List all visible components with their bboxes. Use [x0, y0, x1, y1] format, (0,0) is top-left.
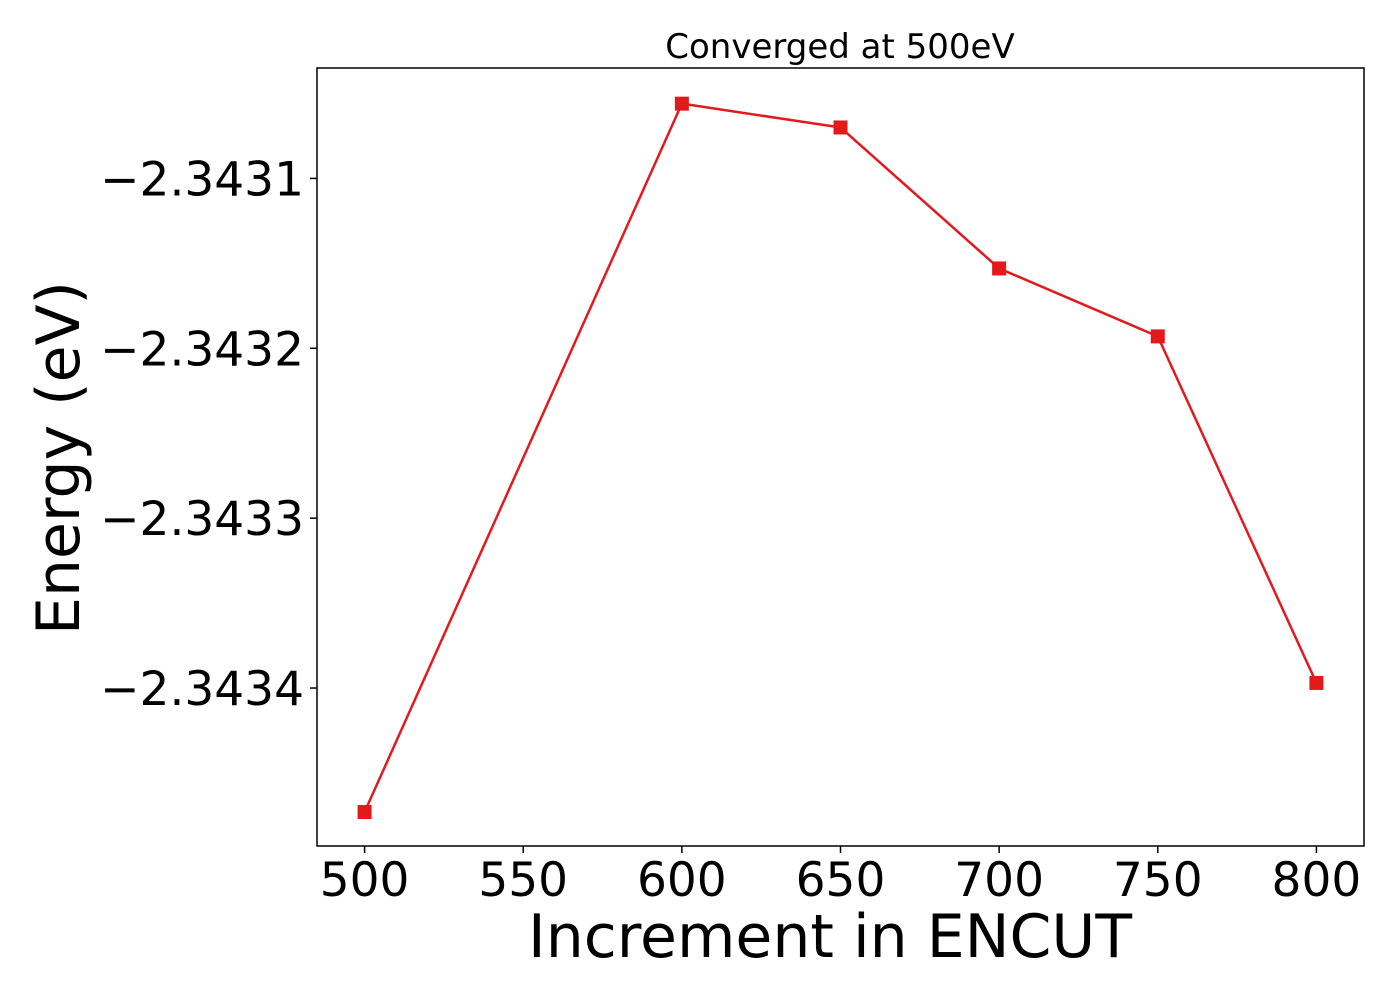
x-tick-label: 650: [796, 853, 886, 908]
x-axis-label: Increment in ENCUT: [528, 902, 1132, 972]
data-point-marker: [1309, 675, 1324, 690]
chart-title: Converged at 500eV: [665, 27, 1014, 67]
y-axis-label: Energy (eV): [24, 281, 94, 635]
x-tick-label: 600: [637, 853, 727, 908]
data-point-marker: [992, 261, 1007, 276]
y-tick-label: −2.3431: [100, 152, 304, 207]
y-tick-label: −2.3432: [100, 322, 304, 377]
x-tick-label: 700: [954, 853, 1044, 908]
data-point-marker: [357, 805, 372, 820]
data-point-marker: [674, 96, 689, 111]
x-axis-ticks: 500 550 600 650 700 750 800: [320, 846, 1362, 908]
data-point-marker: [833, 120, 848, 135]
y-axis-ticks: −2.3431 −2.3432 −2.3433 −2.3434: [100, 152, 317, 717]
x-tick-label: 800: [1272, 853, 1362, 908]
series-line: [363, 102, 1318, 813]
x-tick-label: 550: [478, 853, 568, 908]
x-tick-label: 500: [320, 853, 410, 908]
y-tick-label: −2.3434: [100, 662, 304, 717]
data-point-marker: [1150, 329, 1165, 344]
x-tick-label: 750: [1113, 853, 1203, 908]
y-tick-label: −2.3433: [100, 492, 304, 547]
plot-area: [357, 96, 1324, 820]
